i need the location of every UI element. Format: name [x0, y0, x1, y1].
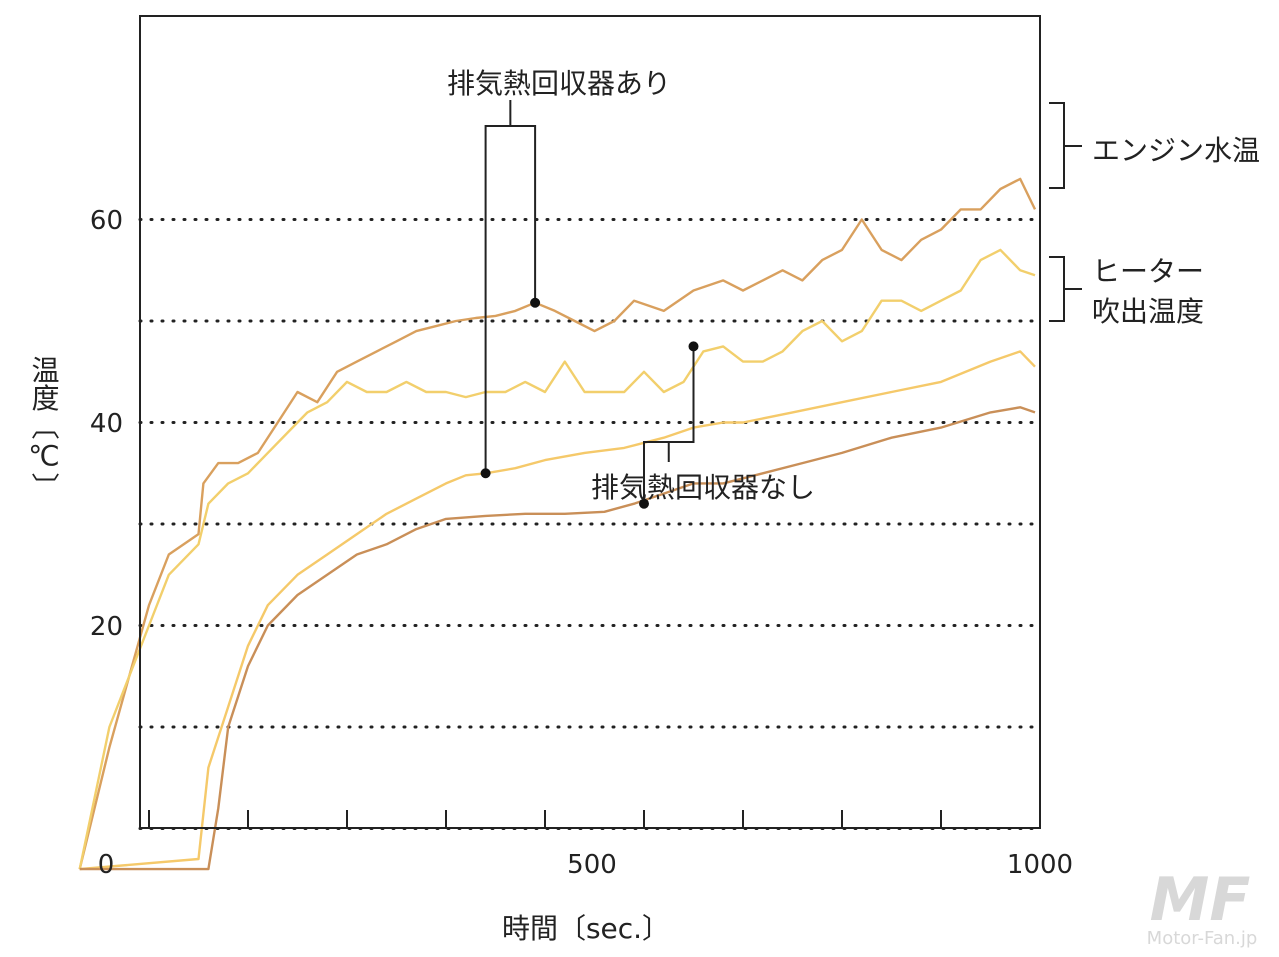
bracket-without-recovery — [643, 346, 695, 504]
series-heater_without — [79, 350, 1036, 871]
bracket-with-recovery — [484, 100, 537, 474]
brace-water-temp — [1049, 102, 1082, 189]
series-water_without — [79, 406, 1036, 871]
x-tick-label-0: 0 — [98, 850, 115, 880]
annotation-heater-line2: 吹出温度 — [1092, 295, 1204, 328]
bracket-layer — [484, 100, 1082, 504]
series-heater_with — [78, 248, 1036, 870]
watermark-site: Motor-Fan.jp — [1147, 928, 1258, 949]
plot-frame — [139, 15, 1041, 829]
x-tick-label-1000: 1000 — [1007, 850, 1073, 880]
y-tick-label-60: 60 — [90, 206, 123, 236]
marker-point-2 — [688, 341, 699, 352]
marker-point-3 — [639, 498, 649, 509]
tick-layer — [148, 810, 942, 828]
series-water_with — [78, 177, 1037, 870]
y-tick-label-20: 20 — [90, 612, 123, 642]
marker-point-0 — [530, 297, 541, 308]
annotation-water-temp: エンジン水温 — [1092, 134, 1260, 167]
x-tick-label-500: 500 — [567, 850, 617, 880]
watermark-logo: MF — [1150, 865, 1251, 935]
brace-heater — [1049, 256, 1082, 322]
annotation-with-recovery: 排気熱回収器あり — [447, 67, 671, 100]
x-axis-label: 時間〔sec.〕 — [502, 912, 670, 945]
y-axis-label: 温度〔℃〕 — [28, 356, 61, 501]
y-tick-label-40: 40 — [90, 409, 123, 439]
series-layer — [78, 177, 1037, 871]
annotation-heater-line1: ヒーター — [1092, 255, 1204, 288]
marker-point-1 — [480, 468, 491, 479]
marker-layer — [480, 297, 699, 509]
watermark: MF Motor-Fan.jp — [1147, 865, 1258, 949]
grid-layer — [138, 218, 1042, 830]
annotation-without-recovery: 排気熱回収器なし — [591, 471, 815, 504]
